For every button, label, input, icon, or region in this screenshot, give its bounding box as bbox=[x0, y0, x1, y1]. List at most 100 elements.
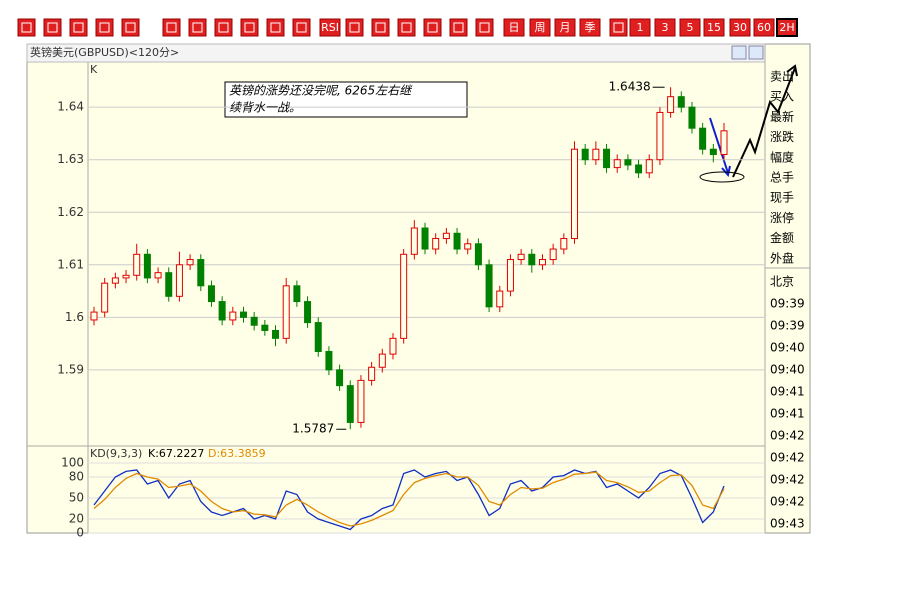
tool-label: 月 bbox=[560, 21, 571, 34]
quote-field: 涨跌 bbox=[770, 129, 794, 144]
quote-field: 涨停 bbox=[770, 210, 794, 225]
tool-button[interactable] bbox=[776, 18, 798, 37]
tool-button[interactable] bbox=[266, 18, 285, 37]
tool-icon bbox=[125, 22, 136, 33]
high-label: 1.6438 bbox=[609, 80, 651, 94]
indicator-title: KD(9,3,3) bbox=[90, 447, 142, 460]
candle-body bbox=[90, 311, 98, 321]
candle-body bbox=[143, 253, 151, 279]
tool-label: 15 bbox=[707, 21, 721, 34]
tool-button[interactable] bbox=[475, 18, 494, 37]
annotation: 英镑的涨势还没完呢, 6265左右继 bbox=[229, 84, 413, 98]
tool-button[interactable] bbox=[609, 18, 628, 37]
tool-button[interactable] bbox=[397, 18, 416, 37]
candle-body bbox=[346, 385, 354, 423]
candle-body bbox=[239, 311, 247, 318]
tool-label: 3 bbox=[662, 21, 669, 34]
candle-body bbox=[464, 243, 472, 250]
drawn-arrow bbox=[709, 117, 729, 174]
candle-body bbox=[485, 264, 493, 308]
candle-body bbox=[368, 366, 376, 381]
tick-time: 09:39 bbox=[770, 297, 805, 311]
tool-icon bbox=[349, 22, 360, 33]
city-label: 北京 bbox=[770, 275, 794, 289]
tool-icon bbox=[375, 22, 386, 33]
chart-title: 英镑美元(GBPUSD)<120分> bbox=[30, 45, 179, 59]
tool-button[interactable] bbox=[629, 18, 651, 37]
quote-field: 买入 bbox=[770, 90, 794, 104]
scroll-right[interactable] bbox=[748, 45, 764, 60]
candle-body bbox=[101, 282, 109, 313]
candle-body bbox=[709, 148, 717, 155]
tick-time: 09:41 bbox=[770, 407, 805, 421]
tool-button[interactable] bbox=[579, 18, 601, 37]
candle-body bbox=[688, 106, 696, 129]
tool-icon bbox=[21, 22, 32, 33]
tool-button[interactable] bbox=[162, 18, 181, 37]
tool-button[interactable] bbox=[17, 18, 36, 37]
candle-body bbox=[645, 159, 653, 174]
tool-button[interactable] bbox=[240, 18, 259, 37]
tool-button[interactable] bbox=[371, 18, 390, 37]
tool-button[interactable] bbox=[503, 18, 525, 37]
y-tick-label: 1.63 bbox=[57, 152, 84, 166]
candle-body bbox=[389, 337, 397, 355]
tool-button[interactable] bbox=[753, 18, 775, 37]
tick-time: 09:43 bbox=[770, 517, 805, 531]
candle-body bbox=[175, 264, 183, 297]
tool-icon bbox=[453, 22, 464, 33]
candle-body bbox=[560, 238, 568, 250]
kd-line bbox=[93, 471, 725, 527]
y-tick-label: 80 bbox=[69, 470, 84, 484]
candle-body bbox=[304, 301, 312, 324]
tool-button[interactable] bbox=[121, 18, 140, 37]
tool-button[interactable] bbox=[292, 18, 311, 37]
candle-body bbox=[229, 311, 237, 321]
quote-field: 外盘 bbox=[770, 250, 794, 265]
candle-body bbox=[378, 353, 386, 368]
candle-body bbox=[250, 316, 258, 326]
candle-body bbox=[165, 272, 173, 297]
tool-button[interactable] bbox=[43, 18, 62, 37]
candle-body bbox=[272, 329, 280, 339]
candle-body bbox=[122, 274, 130, 279]
candle-body bbox=[186, 259, 194, 266]
candle-body bbox=[410, 227, 418, 255]
scroll-left[interactable] bbox=[731, 45, 747, 60]
tick-time: 09:42 bbox=[770, 473, 805, 487]
quote-field: 最新 bbox=[770, 109, 794, 124]
candle-body bbox=[667, 96, 675, 113]
tool-icon bbox=[270, 22, 281, 33]
tool-icon bbox=[479, 22, 490, 33]
tool-button[interactable] bbox=[423, 18, 442, 37]
candle-body bbox=[603, 148, 611, 169]
quote-field: 现手 bbox=[770, 191, 794, 205]
tool-button[interactable] bbox=[554, 18, 576, 37]
tool-button[interactable] bbox=[345, 18, 364, 37]
tool-button[interactable] bbox=[679, 18, 701, 37]
candle-body bbox=[538, 259, 546, 266]
tool-button[interactable] bbox=[214, 18, 233, 37]
tool-button[interactable] bbox=[729, 18, 751, 37]
tool-button[interactable] bbox=[188, 18, 207, 37]
tool-button[interactable] bbox=[703, 18, 725, 37]
candle-body bbox=[453, 232, 461, 250]
tool-button[interactable] bbox=[449, 18, 468, 37]
candle-body bbox=[656, 111, 664, 161]
candle-body bbox=[528, 253, 536, 266]
tool-button[interactable] bbox=[319, 18, 341, 37]
panel-label: K bbox=[90, 63, 98, 76]
drawn-arrow-head bbox=[786, 64, 798, 77]
candle-body bbox=[581, 148, 589, 161]
candle-body bbox=[336, 369, 344, 387]
candle-body bbox=[207, 285, 215, 303]
drawn-ellipse bbox=[699, 171, 745, 183]
tool-icon bbox=[427, 22, 438, 33]
tool-button[interactable] bbox=[95, 18, 114, 37]
tool-button[interactable] bbox=[529, 18, 551, 37]
candle-body bbox=[592, 148, 600, 161]
tool-button[interactable] bbox=[654, 18, 676, 37]
tool-button[interactable] bbox=[69, 18, 88, 37]
y-tick-label: 1.59 bbox=[57, 362, 84, 376]
